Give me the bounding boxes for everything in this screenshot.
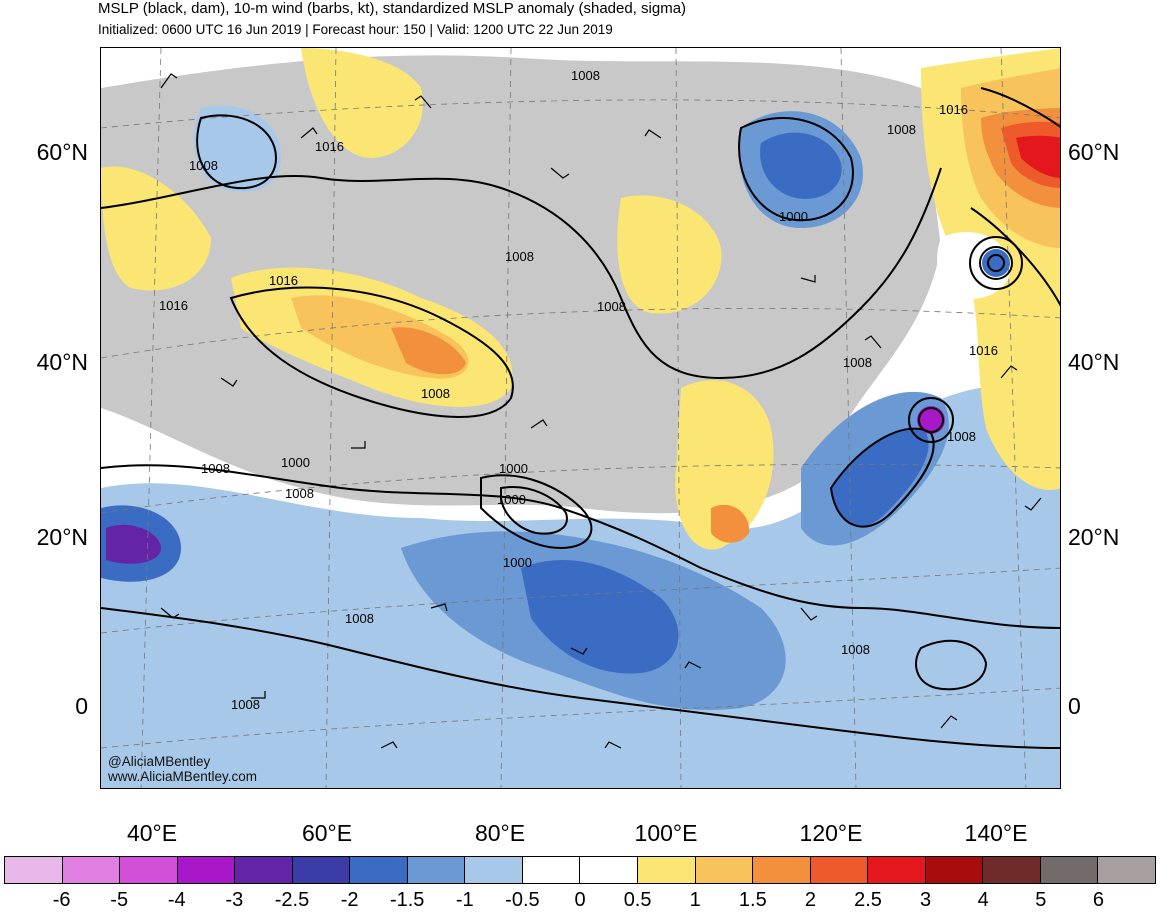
colorbar-swatch [925, 857, 984, 883]
colorbar-label: -6 [52, 889, 71, 911]
colorbar-label: -5 [110, 889, 129, 911]
contour-label: 1008 [285, 486, 314, 501]
colorbar-label: -1.5 [389, 889, 425, 911]
wind-barbs [160, 73, 1042, 749]
map-title: MSLP (black, dam), 10-m wind (barbs, kt)… [98, 0, 687, 17]
colorbar-label: 2.5 [854, 889, 882, 911]
anomaly-positive-pacific-max [1016, 135, 1060, 178]
colorbar-label: 6 [1092, 889, 1104, 911]
colorbar-swatch [235, 857, 293, 883]
colorbar-label: 1.5 [738, 889, 767, 911]
colorbar-label: -3 [225, 889, 244, 911]
contour-label: 1016 [315, 139, 344, 154]
lon-label: 120°E [799, 820, 863, 846]
anomaly-positive-central-asia-core [391, 327, 466, 375]
weather-map-svg: 1008 1016 1008 1016 1008 1016 1000 1008 … [101, 48, 1060, 788]
contour-label: 1008 [345, 611, 374, 626]
colorbar-swatch [5, 857, 63, 883]
contour-label: 1016 [269, 273, 298, 288]
lat-label-left: 40°N [36, 349, 88, 375]
contour-label: 1008 [947, 429, 976, 444]
contour-label: 1016 [939, 102, 968, 117]
colorbar-swatch [350, 857, 408, 883]
contour-label: 1008 [231, 697, 260, 712]
colorbar-label: 3 [920, 889, 932, 911]
colorbar-swatch [62, 857, 121, 883]
lat-label-right: 60°N [1068, 139, 1120, 165]
colorbar-label: 4 [977, 889, 989, 911]
colorbar-label: 0 [574, 889, 586, 911]
map-subtitle: Initialized: 0600 UTC 16 Jun 2019 | Fore… [98, 22, 613, 37]
anomaly-japan-low-core [831, 429, 929, 527]
colorbar-label: -0.5 [505, 889, 540, 911]
colorbar-swatch [292, 857, 351, 883]
contour-label: 1008 [189, 158, 218, 173]
colorbar-label: 0.5 [623, 889, 652, 911]
contour-label: 1000 [779, 209, 808, 224]
colorbar-swatch [120, 857, 178, 883]
credit-handle: @AliciaMBentley [108, 754, 211, 769]
colorbar-label: -1 [455, 889, 474, 911]
colorbar-swatch [695, 857, 754, 883]
contour-label: 1000 [281, 455, 310, 470]
lon-label: 80°E [474, 820, 526, 846]
colorbar-label: 2 [804, 889, 816, 911]
lat-label-left: 60°N [36, 139, 88, 165]
colorbar-swatch [407, 857, 466, 883]
contour-label: 1008 [887, 122, 916, 137]
lon-label: 100°E [634, 820, 698, 846]
colorbar-label: -2.5 [274, 889, 310, 911]
colorbar-swatch [580, 857, 639, 883]
lat-label-right: 0 [1068, 693, 1081, 719]
contour-label: 1016 [159, 298, 188, 313]
contour-label: 1008 [505, 249, 534, 264]
mslp-contours [101, 87, 1060, 749]
anomaly-positive-north [301, 48, 423, 158]
contour-label: 1000 [497, 492, 526, 507]
colorbar-swatch [753, 857, 811, 883]
lon-label: 140°E [964, 820, 1028, 846]
colorbar-swatch [522, 857, 581, 883]
contour-label: 1008 [421, 386, 450, 401]
weather-map-panel: 1008 1016 1008 1016 1008 1016 1000 1008 … [100, 47, 1061, 789]
lat-label-left: 0 [75, 693, 88, 719]
colorbar-swatch [983, 857, 1041, 883]
anomaly-positive-china-core [711, 504, 750, 543]
lat-label-right: 40°N [1068, 349, 1120, 375]
contour-label: 1008 [843, 355, 872, 370]
colorbar-swatch [1098, 857, 1155, 883]
colorbar-labels: -6 -5 -4 -3 -2.5 -2 -1.5 -1 -0.5 0 0.5 1 1.5 2 2.5 3 4 5 6 [4, 889, 1156, 913]
colorbar [4, 856, 1156, 884]
lat-label-right: 20°N [1068, 524, 1120, 550]
contour-label: 1008 [571, 68, 600, 83]
anomaly-siberia-core [760, 132, 842, 199]
contour-label: 1008 [597, 299, 626, 314]
lon-label: 60°E [301, 820, 353, 846]
anomaly-positive-china [675, 380, 774, 550]
colorbar-swatch [868, 857, 926, 883]
colorbar-label: 5 [1035, 889, 1047, 911]
anomaly-okhotsk-low [982, 249, 1010, 277]
contour-label: 1008 [841, 642, 870, 657]
colorbar-swatch [177, 857, 236, 883]
lat-label-left: 20°N [36, 524, 88, 550]
colorbar-swatch [1040, 857, 1099, 883]
contour-label: 1000 [499, 461, 528, 476]
colorbar-label: 1 [689, 889, 701, 911]
lon-label: 40°E [126, 820, 178, 846]
colorbar-label: -4 [167, 889, 186, 911]
contour-label: 1016 [969, 343, 998, 358]
colorbar-label: -2 [340, 889, 359, 911]
contour-label: 1008 [201, 461, 230, 476]
credit-website: www.AliciaMBentley.com [108, 769, 258, 784]
anomaly-japan-peak [917, 406, 945, 434]
anomaly-okhotsk-neutral [937, 232, 1012, 299]
contour-label: 1000 [503, 555, 532, 570]
anomaly-strong-south [521, 559, 679, 674]
contour-labels: 1008 1016 1008 1016 1008 1016 1000 1008 … [159, 68, 998, 712]
colorbar-swatch [465, 857, 523, 883]
anomaly-positive-mongolia [617, 195, 722, 314]
colorbar-swatch [810, 857, 869, 883]
colorbar-swatch [638, 857, 696, 883]
